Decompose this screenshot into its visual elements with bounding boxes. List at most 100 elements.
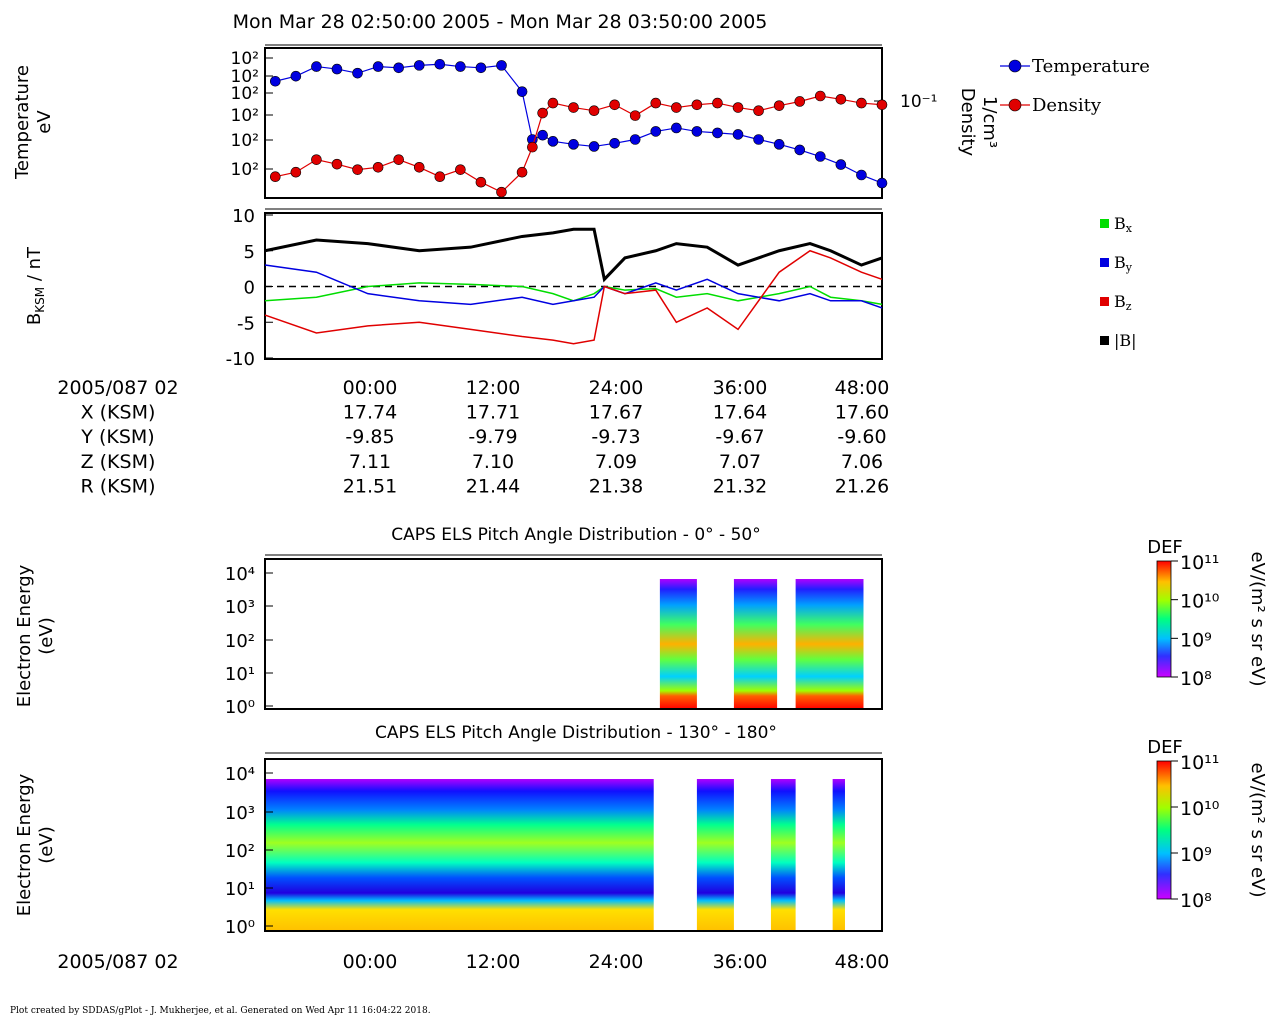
data-point-temperature [352,67,363,79]
colorbar-gradient [1156,760,1172,900]
data-point-temperature [372,61,384,72]
data-point-temperature [516,86,528,97]
data-point-density [876,99,888,111]
temperature-tick-label: 10² [231,84,259,104]
ephemeris-value: 17.67 [589,402,643,424]
data-point-temperature [691,126,703,137]
data-point-temperature [671,122,682,134]
data-point-density [773,100,785,111]
bfield-legend-swatch [1100,297,1109,306]
ephemeris-header-cell: 36:00 [713,377,768,399]
data-point-density [413,161,425,173]
series-line-temperature [275,63,883,184]
legend-entry: Density [1032,95,1102,116]
colorbar-tick-label: 10⁹ [1180,629,1212,651]
plasma-panel-frame [264,47,883,199]
data-point-temperature [413,60,425,71]
data-point-temperature [835,159,847,170]
els-0-50-spectrogram [659,579,864,709]
spectrogram-segment [832,779,845,931]
bfield-legend-entry: Bz [1114,292,1132,313]
data-point-density [455,164,466,175]
colorbar-tick-label: 10⁸ [1180,890,1212,912]
els-pad-130-180-panel: CAPS ELS Pitch Angle Distribution - 130°… [14,723,1268,973]
els-130-180-spectrogram [265,779,845,931]
ephemeris-value: -9.67 [715,426,764,448]
energy-tick-label: 10⁰ [225,697,255,718]
colorbar-tick-label: 10¹¹ [1180,752,1219,774]
x-tick-label: 00:00 [343,951,398,973]
data-point-density [290,166,302,178]
data-point-temperature [393,62,404,74]
colorbar-gradient [1156,560,1172,678]
spectrogram-segment [696,779,734,931]
bfield-series [264,227,883,345]
x-tick-label: 36:00 [713,951,768,973]
legend-marker [1008,98,1022,112]
ephemeris-header-cell: 00:00 [343,377,398,399]
data-point-density [516,166,528,178]
bfield-tick-label: -5 [237,313,255,334]
plasma-legend: Temperature Density [1000,56,1150,116]
energy-tick-label: 10¹ [225,664,255,685]
data-point-density [434,171,446,183]
data-point-density [537,107,548,119]
data-point-temperature [311,61,322,72]
els-pad-0-50-title: CAPS ELS Pitch Angle Distribution - 0° -… [391,525,760,545]
colorbar-tick-label: 10⁸ [1180,668,1212,690]
ephemeris-value: 7.07 [719,451,761,473]
els-130-180-y-ticks: 10⁴ 10³ 10² 10¹ 10⁰ [225,764,273,938]
bfield-axis-label: BKSM / nT [24,246,47,325]
ephemeris-value: 21.51 [343,475,397,497]
data-point-temperature [856,169,867,181]
data-point-temperature [269,75,281,87]
spectrogram-segment [770,779,796,931]
ephemeris-value: -9.73 [591,426,640,448]
plot-credit-footer: Plot created by SDDAS/gPlot - J. Mukherj… [10,1006,431,1016]
bottom-x-axis-labels: 2005/087 02 00:00 12:00 24:00 36:00 48:00 [57,951,889,973]
ephemeris-header-cell: 48:00 [835,377,890,399]
data-point-temperature [537,129,548,141]
data-point-temperature [434,58,446,70]
els-0-50-axis-label: Electron Energy(eV) [14,564,57,707]
data-point-temperature [588,141,600,152]
ephemeris-row-label: R (KSM) [81,475,156,497]
data-point-temperature [475,62,487,74]
colorbar-tick-label: 10¹⁰ [1180,798,1219,820]
data-point-density [712,97,723,109]
data-point-temperature [547,136,559,147]
data-point-temperature [331,63,343,75]
ephemeris-header-cell: 24:00 [589,377,644,399]
ephemeris-header-cell: 12:00 [466,377,521,399]
ephemeris-value: 17.74 [343,402,397,424]
colorbar-tick-label: 10⁹ [1180,844,1212,866]
ephemeris-row-label: X (KSM) [81,402,156,424]
ephemeris-value: -9.79 [468,426,517,448]
legend-entry: Temperature [1032,56,1150,77]
density-tick-label: 10⁻¹ [900,92,937,112]
bfield-legend-swatch [1100,219,1109,228]
ephemeris-value: -9.85 [345,426,394,448]
data-point-density [393,154,404,165]
spectrogram-segment [795,579,864,709]
colorbar-label: DEF [1147,737,1183,758]
ephemeris-value: 7.11 [349,451,391,473]
bfield-legend: Bx By Bz |B| [1100,214,1137,350]
energy-tick-label: 10³ [225,597,255,618]
els-pad-130-180-title: CAPS ELS Pitch Angle Distribution - 130°… [375,723,777,743]
data-point-density [588,105,600,116]
data-point-density [609,99,620,111]
data-point-density [856,97,867,109]
bfield-legend-swatch [1100,336,1109,345]
bfield-line-bz [264,249,883,345]
x-tick-label: 12:00 [466,951,521,973]
energy-tick-label: 10³ [225,803,255,824]
temperature-tick-label: 10² [231,67,259,87]
bfield-panel-frame [264,212,883,360]
energy-tick-label: 10⁰ [225,917,255,938]
colorbar-tick-label: 10¹⁰ [1180,591,1219,613]
temperature-tick-label: 10² [231,49,259,69]
